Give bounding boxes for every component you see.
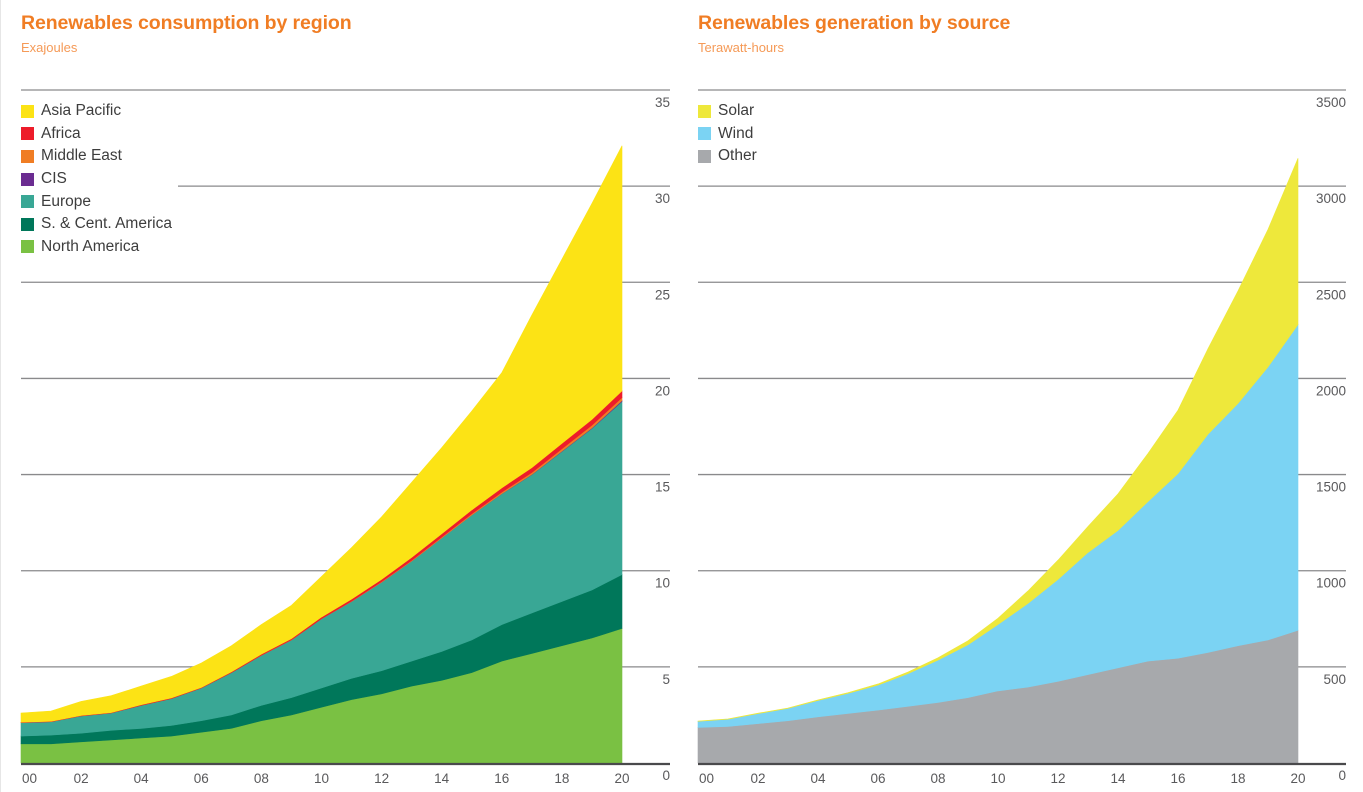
x-axis-ticks: 00 02 04 06 08 10 12 14 16 18 20 — [698, 762, 1346, 786]
legend-label: North America — [41, 237, 140, 255]
x-tick-label: 08 — [254, 771, 269, 786]
x-tick-label: 06 — [870, 771, 885, 786]
legend-swatch — [21, 104, 34, 118]
generation-by-source-chart: 0 500 1000 1500 2000 2500 3000 3500 00 02 04 06 08 10… — [697, 89, 1346, 786]
consumption-by-region-panel: 0 5 10 15 20 25 30 35 00 02 04 06 08 10 12 14 16 18 20 Ren… — [20, 12, 670, 786]
x-tick-label: 08 — [930, 771, 945, 786]
y-tick-label: 1500 — [1316, 480, 1346, 495]
x-axis-ticks: 00 02 04 06 08 10 12 14 16 18 20 — [21, 762, 670, 786]
y-tick-label: 20 — [655, 383, 670, 398]
y-tick-label: 5 — [662, 672, 670, 687]
x-tick-label: 00 — [699, 771, 714, 786]
chart-subtitle: Exajoules — [21, 40, 78, 55]
chart-title: Renewables generation by source — [698, 12, 1011, 34]
x-tick-label: 14 — [1110, 771, 1126, 786]
chart-areas — [20, 145, 623, 764]
x-tick-label: 18 — [554, 771, 569, 786]
x-tick-label: 16 — [1170, 771, 1185, 786]
legend-label: CIS — [41, 170, 67, 188]
legend-item-other: Other — [698, 145, 757, 168]
chart-areas — [697, 158, 1299, 764]
area-asia-pacific — [20, 145, 623, 723]
legend-item-europe: Europe — [21, 190, 172, 213]
y-tick-label: 30 — [655, 191, 670, 206]
legend-item-asia-pacific: Asia Pacific — [21, 100, 172, 123]
y-tick-label: 500 — [1323, 672, 1346, 687]
y-axis-ticks: 0 5 10 15 20 25 30 35 — [655, 95, 670, 783]
legend-label: Europe — [41, 192, 91, 210]
legend-label: Solar — [718, 102, 755, 120]
y-tick-label: 1000 — [1316, 576, 1346, 591]
y-tick-label: 3500 — [1316, 95, 1346, 110]
legend-label: Asia Pacific — [41, 102, 122, 120]
chart-legend: Asia Pacific Africa Middle East CIS Euro… — [21, 100, 178, 259]
chart-title: Renewables consumption by region — [21, 12, 352, 34]
y-tick-label: 0 — [1338, 768, 1346, 783]
legend-swatch — [21, 172, 34, 186]
x-tick-label: 12 — [374, 771, 389, 786]
area-solar — [697, 158, 1299, 722]
y-tick-label: 2000 — [1316, 383, 1346, 398]
legend-item-middle-east: Middle East — [21, 145, 172, 168]
page-left-border — [0, 0, 1, 792]
legend-item-solar: Solar — [698, 100, 757, 123]
x-tick-label: 04 — [134, 771, 150, 786]
legend-item-s-cent-america: S. & Cent. America — [21, 213, 172, 236]
x-tick-label: 18 — [1230, 771, 1245, 786]
x-tick-label: 12 — [1050, 771, 1065, 786]
legend-swatch — [21, 240, 34, 254]
chart-legend: Solar Wind Other — [698, 100, 763, 168]
x-tick-label: 20 — [1290, 771, 1305, 786]
chart-subtitle: Terawatt-hours — [698, 40, 784, 55]
x-tick-label: 04 — [810, 771, 826, 786]
legend-item-north-america: North America — [21, 236, 172, 259]
legend-label: Africa — [41, 124, 81, 142]
y-tick-label: 10 — [655, 576, 670, 591]
consumption-by-region-chart: 0 5 10 15 20 25 30 35 00 02 04 06 08 10 12 14 16 18 20 — [20, 89, 670, 786]
legend-label: S. & Cent. America — [41, 215, 172, 233]
y-tick-label: 25 — [655, 287, 670, 302]
x-tick-label: 10 — [314, 771, 329, 786]
legend-label: Other — [718, 147, 757, 165]
x-tick-label: 00 — [22, 771, 37, 786]
y-tick-label: 35 — [655, 95, 670, 110]
y-tick-label: 2500 — [1316, 287, 1346, 302]
x-tick-label: 16 — [494, 771, 509, 786]
legend-swatch — [21, 149, 34, 163]
legend-swatch — [21, 195, 34, 209]
y-axis-ticks: 0 500 1000 1500 2000 2500 3000 3500 — [1316, 95, 1346, 783]
x-tick-label: 02 — [750, 771, 765, 786]
generation-by-source-panel: 0 500 1000 1500 2000 2500 3000 3500 00 02 04 06 08 10… — [677, 0, 1363, 792]
y-tick-label: 0 — [662, 768, 670, 783]
x-tick-label: 20 — [614, 771, 629, 786]
legend-swatch — [698, 127, 711, 141]
x-tick-label: 06 — [194, 771, 209, 786]
legend-swatch — [698, 104, 711, 118]
legend-swatch — [21, 127, 34, 141]
legend-swatch — [698, 149, 711, 163]
y-tick-label: 3000 — [1316, 191, 1346, 206]
legend-swatch — [21, 217, 34, 231]
legend-label: Wind — [718, 124, 754, 142]
x-tick-label: 02 — [74, 771, 89, 786]
x-tick-label: 10 — [990, 771, 1005, 786]
y-tick-label: 15 — [655, 480, 670, 495]
legend-item-wind: Wind — [698, 123, 757, 146]
legend-label: Middle East — [41, 147, 122, 165]
legend-item-africa: Africa — [21, 123, 172, 146]
legend-item-cis: CIS — [21, 168, 172, 191]
x-tick-label: 14 — [434, 771, 450, 786]
